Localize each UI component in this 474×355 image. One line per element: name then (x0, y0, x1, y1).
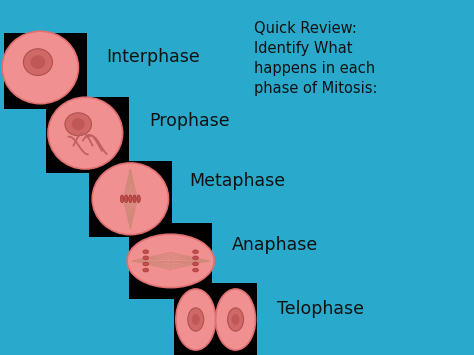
Ellipse shape (129, 195, 132, 203)
Ellipse shape (216, 289, 255, 350)
FancyBboxPatch shape (129, 223, 212, 299)
Ellipse shape (2, 31, 79, 104)
Ellipse shape (192, 262, 199, 266)
Ellipse shape (143, 262, 149, 266)
Ellipse shape (143, 256, 149, 260)
Ellipse shape (192, 256, 199, 260)
Ellipse shape (48, 97, 123, 169)
Ellipse shape (143, 250, 149, 254)
Ellipse shape (92, 163, 169, 235)
Ellipse shape (65, 113, 91, 136)
Ellipse shape (137, 195, 140, 203)
Text: Telophase: Telophase (277, 300, 365, 318)
Ellipse shape (23, 49, 53, 76)
Ellipse shape (232, 314, 239, 325)
Text: Metaphase: Metaphase (190, 172, 286, 190)
Ellipse shape (133, 195, 136, 203)
Text: Quick Review:
Identify What
happens in each
phase of Mitosis:: Quick Review: Identify What happens in e… (254, 21, 377, 96)
Ellipse shape (30, 55, 46, 69)
Text: Prophase: Prophase (149, 112, 230, 130)
Ellipse shape (176, 289, 216, 350)
Text: Interphase: Interphase (107, 48, 201, 66)
Ellipse shape (228, 308, 244, 331)
FancyBboxPatch shape (89, 160, 172, 237)
Ellipse shape (125, 195, 128, 203)
Ellipse shape (192, 250, 199, 254)
Ellipse shape (127, 234, 214, 288)
Text: Anaphase: Anaphase (232, 236, 319, 254)
FancyBboxPatch shape (4, 33, 86, 109)
Ellipse shape (188, 308, 204, 331)
Ellipse shape (143, 268, 149, 272)
Ellipse shape (72, 118, 85, 130)
Ellipse shape (192, 268, 199, 272)
FancyBboxPatch shape (46, 97, 129, 173)
Ellipse shape (192, 314, 200, 325)
FancyBboxPatch shape (174, 283, 257, 355)
Ellipse shape (120, 195, 124, 203)
